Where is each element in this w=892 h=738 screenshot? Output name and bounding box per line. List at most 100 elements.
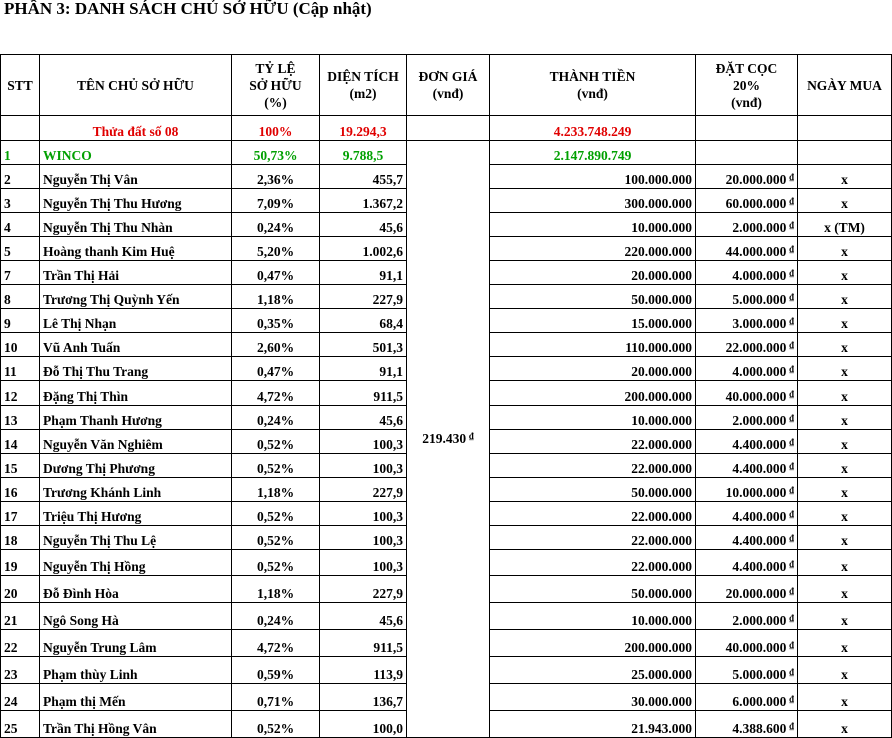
owner-name-cell[interactable]: Phạm thị Mến [39, 683, 232, 711]
stt-cell[interactable]: 25 [0, 710, 40, 738]
stt-cell[interactable]: 19 [0, 549, 40, 576]
area-cell[interactable]: 100,3 [319, 549, 407, 576]
amount-cell[interactable]: 50.000.000 [489, 575, 696, 603]
ratio-cell[interactable]: 0,35% [231, 308, 320, 333]
stt-cell[interactable]: 2 [0, 164, 40, 189]
area-cell[interactable]: 501,3 [319, 332, 407, 357]
area-cell[interactable]: 91,1 [319, 260, 407, 285]
stt-cell[interactable]: 16 [0, 477, 40, 502]
area-cell[interactable]: 9.788,5 [319, 140, 407, 165]
ratio-cell[interactable]: 0,52% [231, 710, 320, 738]
purchase-date-cell[interactable]: x [797, 308, 892, 333]
owner-name-cell[interactable]: Nguyễn Thị Thu Nhàn [39, 212, 232, 237]
amount-cell[interactable]: 2.147.890.749 [489, 140, 696, 165]
owner-name-cell[interactable]: Trương Khánh Linh [39, 477, 232, 502]
ratio-cell[interactable]: 1,18% [231, 477, 320, 502]
owner-name-cell[interactable]: Trương Thị Quỳnh Yến [39, 284, 232, 309]
header-area[interactable]: DIỆN TÍCH (m2) [319, 54, 407, 116]
amount-cell[interactable]: 10.000.000 [489, 212, 696, 237]
owner-name-cell[interactable]: Nguyễn Văn Nghiêm [39, 429, 232, 454]
deposit-cell[interactable]: 5.000.000 ₫ [695, 284, 798, 309]
stt-cell[interactable]: 20 [0, 575, 40, 603]
summary-amount-cell[interactable]: 4.233.748.249 [489, 115, 696, 141]
deposit-cell[interactable]: 4.400.000 ₫ [695, 501, 798, 526]
deposit-cell[interactable]: 2.000.000 ₫ [695, 212, 798, 237]
area-cell[interactable]: 91,1 [319, 356, 407, 381]
summary-ratio-cell[interactable]: 100% [231, 115, 320, 141]
area-cell[interactable]: 45,6 [319, 602, 407, 630]
deposit-cell[interactable]: 4.000.000 ₫ [695, 356, 798, 381]
area-cell[interactable]: 911,5 [319, 380, 407, 406]
owner-name-cell[interactable]: Trần Thị Hồng Vân [39, 710, 232, 738]
area-cell[interactable]: 45,6 [319, 405, 407, 430]
ratio-cell[interactable]: 4,72% [231, 629, 320, 657]
stt-cell[interactable]: 17 [0, 501, 40, 526]
purchase-date-cell[interactable]: x [797, 164, 892, 189]
header-purchase-date[interactable]: NGÀY MUA [797, 54, 892, 116]
purchase-date-cell[interactable]: x [797, 332, 892, 357]
owner-name-cell[interactable]: WINCO [39, 140, 232, 165]
owner-name-cell[interactable]: Nguyễn Thị Thu Hương [39, 188, 232, 213]
ratio-cell[interactable]: 0,52% [231, 525, 320, 550]
owner-name-cell[interactable]: Đỗ Thị Thu Trang [39, 356, 232, 381]
ratio-cell[interactable]: 0,59% [231, 656, 320, 684]
header-amount[interactable]: THÀNH TIỀN (vnđ) [489, 54, 696, 116]
area-cell[interactable]: 136,7 [319, 683, 407, 711]
ratio-cell[interactable]: 1,18% [231, 284, 320, 309]
stt-cell[interactable]: 10 [0, 332, 40, 357]
summary-unit-price-cell[interactable] [406, 115, 490, 141]
ratio-cell[interactable]: 0,52% [231, 429, 320, 454]
purchase-date-cell[interactable]: x [797, 429, 892, 454]
amount-cell[interactable]: 50.000.000 [489, 284, 696, 309]
header-name[interactable]: TÊN CHỦ SỞ HỮU [39, 54, 232, 116]
deposit-cell[interactable]: 4.000.000 ₫ [695, 260, 798, 285]
deposit-cell[interactable]: 10.000.000 ₫ [695, 477, 798, 502]
header-stt[interactable]: STT [0, 54, 40, 116]
summary-label-cell[interactable]: Thửa đất số 08 [39, 115, 232, 141]
stt-cell[interactable]: 22 [0, 629, 40, 657]
amount-cell[interactable]: 15.000.000 [489, 308, 696, 333]
amount-cell[interactable]: 22.000.000 [489, 525, 696, 550]
purchase-date-cell[interactable]: x [797, 683, 892, 711]
deposit-cell[interactable]: 20.000.000 ₫ [695, 164, 798, 189]
amount-cell[interactable]: 22.000.000 [489, 501, 696, 526]
ratio-cell[interactable]: 5,20% [231, 236, 320, 261]
stt-cell[interactable]: 21 [0, 602, 40, 630]
area-cell[interactable]: 227,9 [319, 284, 407, 309]
deposit-cell[interactable]: 4.400.000 ₫ [695, 525, 798, 550]
deposit-cell[interactable]: 22.000.000 ₫ [695, 332, 798, 357]
amount-cell[interactable]: 22.000.000 [489, 549, 696, 576]
ratio-cell[interactable]: 0,52% [231, 501, 320, 526]
area-cell[interactable]: 68,4 [319, 308, 407, 333]
stt-cell[interactable]: 4 [0, 212, 40, 237]
stt-cell[interactable]: 18 [0, 525, 40, 550]
amount-cell[interactable]: 22.000.000 [489, 429, 696, 454]
amount-cell[interactable]: 21.943.000 [489, 710, 696, 738]
ratio-cell[interactable]: 0,47% [231, 260, 320, 285]
deposit-cell[interactable]: 4.400.000 ₫ [695, 549, 798, 576]
deposit-cell[interactable]: 4.400.000 ₫ [695, 453, 798, 478]
ratio-cell[interactable]: 0,24% [231, 212, 320, 237]
header-deposit[interactable]: ĐẶT CỌC 20% (vnđ) [695, 54, 798, 116]
amount-cell[interactable]: 220.000.000 [489, 236, 696, 261]
purchase-date-cell[interactable]: x [797, 477, 892, 502]
purchase-date-cell[interactable]: x [797, 453, 892, 478]
ratio-cell[interactable]: 2,60% [231, 332, 320, 357]
area-cell[interactable]: 227,9 [319, 477, 407, 502]
ratio-cell[interactable]: 4,72% [231, 380, 320, 406]
owner-name-cell[interactable]: Nguyễn Thị Vân [39, 164, 232, 189]
stt-cell[interactable]: 24 [0, 683, 40, 711]
area-cell[interactable]: 911,5 [319, 629, 407, 657]
deposit-cell[interactable]: 40.000.000 ₫ [695, 380, 798, 406]
area-cell[interactable]: 100,3 [319, 501, 407, 526]
purchase-date-cell[interactable]: x [797, 188, 892, 213]
owner-name-cell[interactable]: Vũ Anh Tuấn [39, 332, 232, 357]
purchase-date-cell[interactable]: x [797, 629, 892, 657]
ratio-cell[interactable]: 0,71% [231, 683, 320, 711]
deposit-cell[interactable]: 3.000.000 ₫ [695, 308, 798, 333]
ratio-cell[interactable]: 0,24% [231, 602, 320, 630]
owner-name-cell[interactable]: Phạm Thanh Hương [39, 405, 232, 430]
deposit-cell[interactable]: 44.000.000 ₫ [695, 236, 798, 261]
purchase-date-cell[interactable]: x [797, 380, 892, 406]
summary-stt-cell[interactable] [0, 115, 40, 141]
